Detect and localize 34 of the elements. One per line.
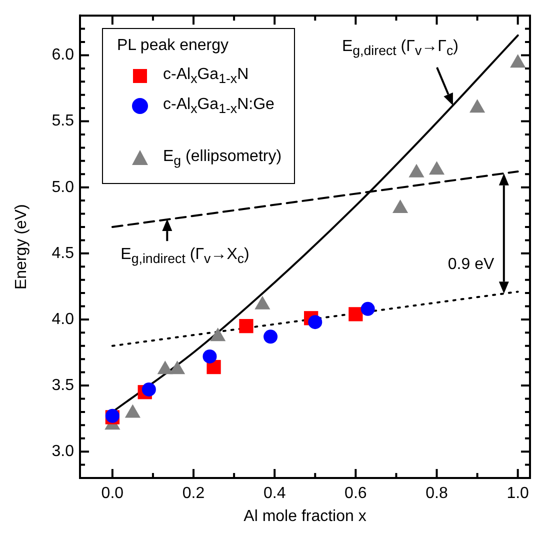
x-tick-label: 0.2 [182, 485, 205, 502]
x-tick-label: 0.6 [344, 485, 367, 502]
y-tick-label: 5.0 [52, 178, 74, 196]
x-axis-title: Al mole fraction x [244, 508, 366, 525]
y-tick-label: 3.5 [52, 376, 74, 394]
y-tick-label: 6.0 [52, 46, 74, 64]
annotation: 0.9 eV [448, 256, 494, 274]
legend-title: PL peak energy [117, 36, 230, 55]
x-tick-label: 0.4 [263, 485, 286, 502]
y-axis-title: Energy (eV) [13, 204, 30, 290]
point [360, 302, 375, 316]
annotation: E$_{g,direct}$ (Γ$_{v}$→Γ$_{c}$) [342, 38, 458, 59]
x-tick-label: 0.0 [101, 485, 124, 502]
point [308, 315, 322, 330]
x-tick-label: 1.0 [506, 485, 530, 502]
point [348, 307, 363, 322]
y-tick-label: 3.0 [52, 442, 74, 460]
annotation: E$_{g,indirect}$ (Γ$_{v}$→X$_{c}$) [120, 246, 250, 266]
point [202, 349, 217, 364]
point [470, 99, 486, 113]
point [510, 54, 526, 68]
point [264, 330, 278, 344]
point [142, 382, 156, 396]
y-tick-label: 4.5 [52, 244, 74, 262]
point [428, 161, 445, 175]
point [392, 199, 408, 213]
y-tick-label: 5.5 [52, 112, 74, 130]
legend-label: E$_{g}$ (ellipsometry) [163, 148, 282, 168]
legend-label: c-Al$_{x}$Ga$_{1-x}$N [163, 66, 249, 86]
x-tick-label: 0.8 [426, 485, 448, 502]
point [408, 164, 424, 178]
point [239, 319, 254, 334]
y-tick-label: 4.0 [52, 310, 74, 328]
legend-label: c-Al$_{x}$Ga$_{1-x}$N:Ge [163, 96, 274, 116]
